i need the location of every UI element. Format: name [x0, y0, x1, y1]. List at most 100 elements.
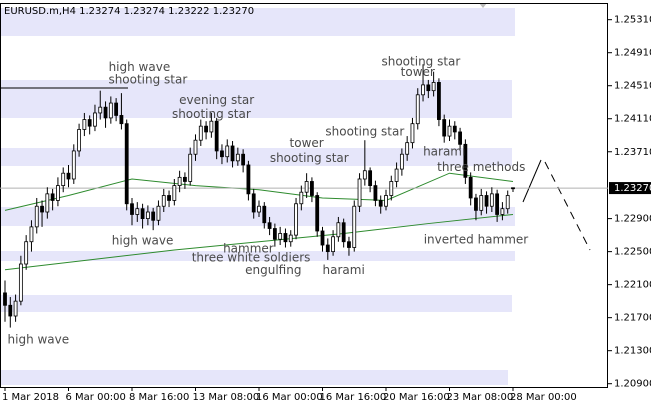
- x-tick-label: 20 Mar 16:00: [383, 392, 450, 403]
- candle-body: [98, 106, 103, 114]
- candle-body: [151, 211, 156, 221]
- candle-body: [415, 94, 420, 125]
- candle-body: [299, 191, 304, 205]
- current-price-label: 1.23270: [614, 183, 651, 194]
- candle-body: [458, 131, 462, 145]
- x-tick-label: 23 Mar 08:00: [447, 392, 514, 403]
- chart-title: EURUSD.m,H4 1.23274 1.23274 1.23222 1.23…: [4, 6, 254, 17]
- candle-body: [193, 139, 198, 155]
- y-tick-label: 1.24910: [614, 48, 651, 59]
- candle-body: [66, 172, 71, 180]
- candle-body: [463, 143, 468, 178]
- candle-body: [167, 195, 171, 201]
- candle-body: [315, 195, 320, 232]
- candle-body: [489, 193, 494, 207]
- candle-body: [442, 119, 447, 137]
- candle-body: [204, 125, 208, 133]
- y-tick-label: 1.22100: [614, 280, 651, 291]
- candle-body: [325, 244, 330, 253]
- candle-body: [230, 145, 235, 162]
- candle-body: [50, 193, 55, 201]
- pattern-label: shooting star: [270, 151, 349, 165]
- moving-average: [4, 213, 514, 271]
- candle-body: [124, 123, 129, 205]
- candle-body: [29, 226, 34, 243]
- y-tick-label: 1.25310: [614, 15, 651, 26]
- candle-body: [389, 181, 394, 196]
- candle-body: [288, 234, 293, 243]
- candle-body: [262, 205, 267, 224]
- candle-body: [198, 125, 203, 141]
- candle-body: [93, 112, 97, 127]
- current-price-box: [609, 182, 651, 195]
- candle-body: [405, 142, 410, 155]
- y-tick-label: 1.24110: [614, 114, 651, 125]
- candle-body: [362, 170, 367, 180]
- candle-body: [320, 230, 325, 246]
- candle-body: [278, 233, 283, 240]
- candle-body: [352, 205, 357, 248]
- candle-body: [77, 129, 81, 152]
- candle-body: [82, 119, 87, 130]
- candle-body: [267, 222, 272, 229]
- candle-body: [18, 263, 23, 302]
- candle-body: [474, 197, 478, 211]
- y-tick-label: 1.21700: [614, 313, 651, 324]
- pattern-label: inverted hammer: [424, 233, 529, 247]
- candle-body: [336, 222, 341, 238]
- candle-body: [394, 168, 399, 182]
- candle-body: [468, 176, 473, 199]
- candle-body: [241, 153, 246, 166]
- pattern-label: tower: [401, 65, 435, 79]
- candle-body: [177, 176, 182, 186]
- candle-body: [384, 195, 388, 207]
- candle-body: [431, 82, 436, 92]
- forecast-line: [522, 159, 542, 203]
- candle-body: [13, 300, 18, 317]
- candle-body: [108, 102, 113, 119]
- candle-body: [3, 292, 7, 306]
- pattern-label: high wave: [8, 332, 70, 346]
- candle-body: [135, 208, 140, 215]
- candle-body: [437, 82, 441, 120]
- candle-body: [283, 233, 288, 243]
- candle-body: [495, 193, 500, 215]
- candle-body: [8, 304, 13, 317]
- pattern-label: shooting star: [381, 54, 460, 68]
- pattern-label: shooting star: [172, 107, 251, 121]
- moving-average: [4, 172, 514, 211]
- candle-body: [373, 185, 378, 201]
- candle-body: [235, 153, 240, 162]
- candle-body: [310, 181, 314, 196]
- candle-body: [172, 185, 177, 201]
- candle-body: [61, 172, 66, 186]
- candle-body: [410, 123, 415, 144]
- x-tick-label: 16 Mar 16:00: [320, 392, 387, 403]
- candle-body: [341, 222, 346, 243]
- pattern-label: harami: [423, 144, 465, 158]
- candle-body: [500, 208, 505, 215]
- candle-body: [87, 119, 92, 127]
- candle-body: [257, 205, 261, 213]
- candle-body: [479, 195, 484, 211]
- candle-body: [246, 164, 251, 195]
- candle-body: [378, 200, 383, 207]
- y-tick-label: 1.21300: [614, 346, 651, 357]
- pattern-label: engulfing: [245, 263, 301, 277]
- y-tick-label: 1.22900: [614, 214, 651, 225]
- candle-body: [421, 84, 425, 96]
- candle-body: [452, 125, 457, 133]
- candle-body: [71, 150, 76, 180]
- candle-body: [220, 150, 224, 158]
- pattern-label: high wave: [109, 60, 171, 74]
- candle-body: [426, 84, 431, 92]
- pattern-label: three white soldiers: [192, 251, 311, 265]
- candle-body: [140, 208, 145, 220]
- candle-body: [183, 176, 187, 182]
- candle-body: [161, 195, 166, 207]
- candle-body: [114, 102, 119, 116]
- x-tick-label: 13 Mar 08:00: [193, 392, 260, 403]
- candle-body: [304, 181, 309, 193]
- candle-body: [399, 153, 404, 170]
